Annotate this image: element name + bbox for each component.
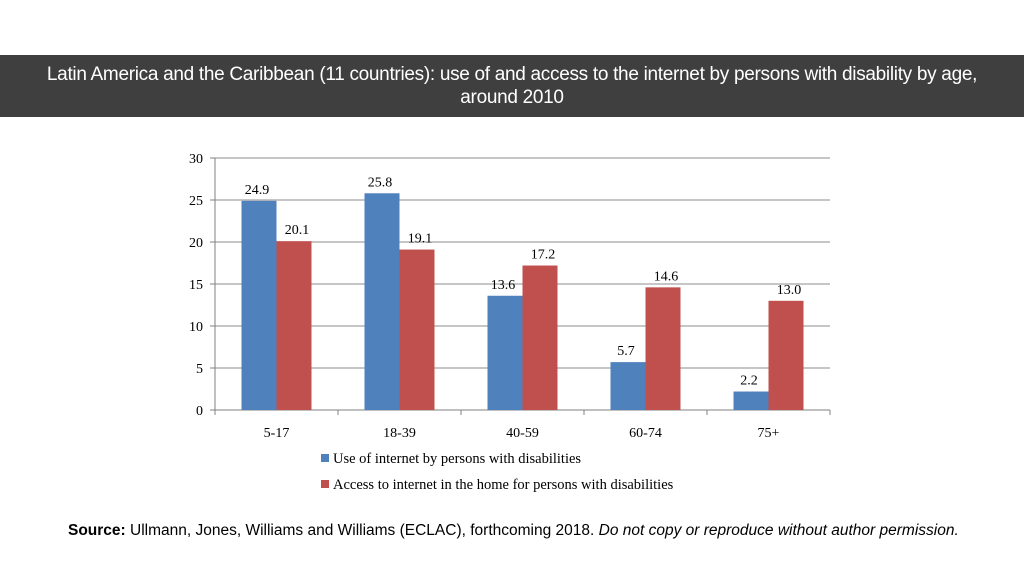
y-tick-label: 15 bbox=[189, 278, 203, 293]
source-permission-note: Do not copy or reproduce without author … bbox=[598, 522, 959, 539]
y-tick-label: 0 bbox=[196, 404, 203, 419]
data-label-use-40-59: 13.6 bbox=[491, 278, 516, 293]
bar-use-5-17 bbox=[241, 200, 277, 410]
x-tick-label-5-17: 5-17 bbox=[264, 426, 290, 441]
x-tick-label-18-39: 18-39 bbox=[383, 426, 416, 441]
data-label-access-40-59: 17.2 bbox=[531, 248, 556, 263]
source-label: Source: bbox=[68, 522, 126, 539]
source-note: Source: Ullmann, Jones, Williams and Wil… bbox=[68, 520, 968, 542]
bar-use-75+ bbox=[733, 391, 769, 410]
bar-use-18-39 bbox=[364, 193, 400, 410]
legend-label-use: Use of internet by persons with disabili… bbox=[333, 451, 581, 467]
data-label-use-60-74: 5.7 bbox=[617, 344, 635, 359]
bar-use-40-59 bbox=[487, 295, 523, 410]
data-label-access-75+: 13.0 bbox=[777, 283, 802, 298]
data-label-access-18-39: 19.1 bbox=[408, 232, 433, 247]
legend-label-access: Access to internet in the home for perso… bbox=[333, 477, 674, 493]
bar-access-5-17 bbox=[276, 241, 312, 410]
data-label-access-60-74: 14.6 bbox=[654, 269, 679, 284]
y-tick-label: 5 bbox=[196, 362, 203, 377]
x-tick-label-40-59: 40-59 bbox=[506, 426, 539, 441]
x-tick-label-75+: 75+ bbox=[758, 426, 780, 441]
source-text: Ullmann, Jones, Williams and Williams (E… bbox=[125, 522, 599, 539]
bar-access-18-39 bbox=[399, 249, 435, 410]
x-tick-label-60-74: 60-74 bbox=[629, 426, 662, 441]
legend-swatch-access bbox=[321, 480, 329, 488]
data-label-access-5-17: 20.1 bbox=[285, 223, 310, 238]
bar-use-60-74 bbox=[610, 362, 646, 410]
y-tick-label: 25 bbox=[189, 194, 203, 209]
data-label-use-5-17: 24.9 bbox=[245, 183, 270, 198]
y-tick-label: 30 bbox=[189, 152, 203, 167]
slide-title: Latin America and the Caribbean (11 coun… bbox=[46, 64, 978, 108]
bar-access-40-59 bbox=[522, 265, 558, 410]
y-tick-label: 10 bbox=[189, 320, 203, 335]
bar-access-75+ bbox=[768, 300, 804, 410]
data-label-use-75+: 2.2 bbox=[740, 374, 758, 389]
legend-swatch-use bbox=[321, 454, 329, 462]
slide-title-band: Latin America and the Caribbean (11 coun… bbox=[0, 55, 1024, 117]
bar-access-60-74 bbox=[645, 287, 681, 410]
data-label-use-18-39: 25.8 bbox=[368, 175, 393, 190]
y-tick-label: 20 bbox=[189, 236, 203, 251]
